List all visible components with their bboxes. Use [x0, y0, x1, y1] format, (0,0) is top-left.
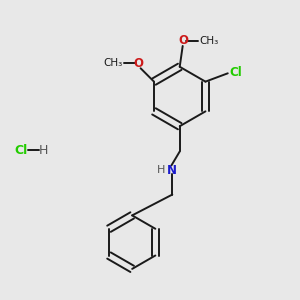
Text: CH₃: CH₃	[200, 36, 219, 46]
Text: Cl: Cl	[14, 143, 27, 157]
Text: H: H	[38, 143, 48, 157]
Text: CH₃: CH₃	[103, 58, 123, 68]
Text: N: N	[167, 164, 177, 177]
Text: O: O	[133, 57, 143, 70]
Text: Cl: Cl	[229, 66, 242, 79]
Text: H: H	[157, 165, 165, 175]
Text: O: O	[178, 34, 189, 47]
